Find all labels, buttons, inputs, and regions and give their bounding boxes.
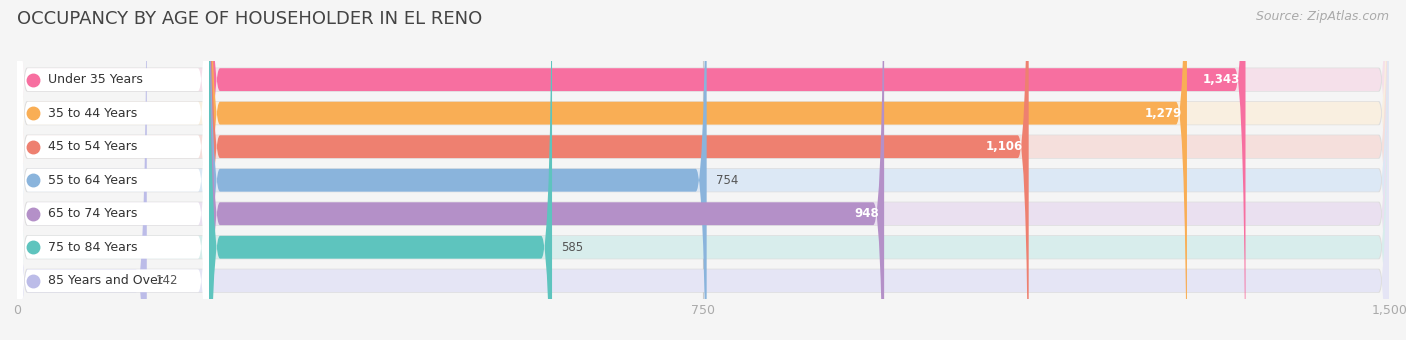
FancyBboxPatch shape [15,0,1391,340]
FancyBboxPatch shape [17,0,209,340]
Text: 948: 948 [853,207,879,220]
FancyBboxPatch shape [15,0,1391,340]
FancyBboxPatch shape [15,0,1391,340]
FancyBboxPatch shape [209,0,884,340]
FancyBboxPatch shape [17,0,209,340]
Text: Under 35 Years: Under 35 Years [48,73,143,86]
Text: 85 Years and Over: 85 Years and Over [48,274,163,287]
FancyBboxPatch shape [209,0,1246,340]
Text: 1,279: 1,279 [1144,107,1181,120]
FancyBboxPatch shape [17,0,1389,340]
FancyBboxPatch shape [17,0,209,340]
FancyBboxPatch shape [209,0,1187,340]
FancyBboxPatch shape [17,0,1389,340]
Text: 754: 754 [716,174,738,187]
Text: 142: 142 [156,274,179,287]
FancyBboxPatch shape [15,0,1391,340]
FancyBboxPatch shape [17,0,1389,340]
FancyBboxPatch shape [15,0,1391,340]
FancyBboxPatch shape [209,0,1029,340]
Text: 65 to 74 Years: 65 to 74 Years [48,207,138,220]
FancyBboxPatch shape [17,0,209,340]
Text: 75 to 84 Years: 75 to 84 Years [48,241,138,254]
FancyBboxPatch shape [17,0,1389,340]
Text: 585: 585 [561,241,583,254]
Text: OCCUPANCY BY AGE OF HOUSEHOLDER IN EL RENO: OCCUPANCY BY AGE OF HOUSEHOLDER IN EL RE… [17,10,482,28]
FancyBboxPatch shape [17,0,209,340]
FancyBboxPatch shape [17,0,146,340]
FancyBboxPatch shape [15,0,1391,340]
FancyBboxPatch shape [17,0,1389,340]
Text: Source: ZipAtlas.com: Source: ZipAtlas.com [1256,10,1389,23]
FancyBboxPatch shape [17,0,209,340]
Text: 35 to 44 Years: 35 to 44 Years [48,107,138,120]
Text: 1,343: 1,343 [1202,73,1240,86]
Text: 45 to 54 Years: 45 to 54 Years [48,140,138,153]
FancyBboxPatch shape [209,0,707,340]
FancyBboxPatch shape [209,0,553,340]
FancyBboxPatch shape [15,0,1391,340]
FancyBboxPatch shape [17,0,1389,340]
Text: 1,106: 1,106 [986,140,1024,153]
FancyBboxPatch shape [17,0,209,340]
FancyBboxPatch shape [17,0,1389,340]
Text: 55 to 64 Years: 55 to 64 Years [48,174,138,187]
